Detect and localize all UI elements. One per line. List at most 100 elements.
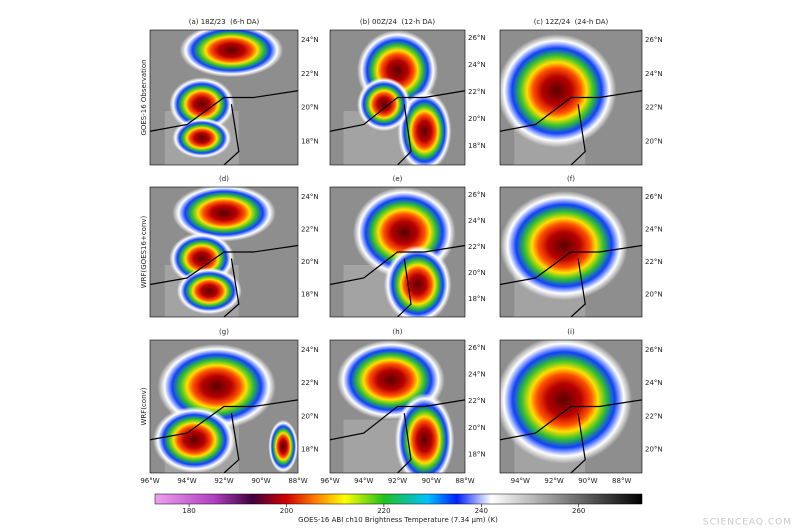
lat-label: 24°N: [468, 371, 486, 379]
cloud-area: [357, 77, 411, 132]
coastline: [330, 244, 465, 286]
coastline: [150, 90, 298, 132]
lat-label: 22°N: [301, 225, 319, 233]
lat-label: 22°N: [301, 70, 319, 78]
lat-label: 26°N: [645, 36, 663, 44]
colorbar-label: GOES-16 ABI ch10 Brightness Temperature …: [298, 516, 498, 524]
cloud-area: [172, 187, 276, 242]
lat-label: 22°N: [468, 243, 486, 251]
lon-label: 88°W: [612, 477, 631, 485]
map-frame: [329, 29, 466, 166]
lat-label: 22°N: [468, 397, 486, 405]
lat-label: 26°N: [645, 346, 663, 354]
lat-label: 24°N: [301, 193, 319, 201]
lon-label: 92°W: [214, 477, 233, 485]
lat-label: 24°N: [301, 346, 319, 354]
lat-label: 24°N: [301, 36, 319, 44]
map-panel: [150, 30, 298, 165]
panel-title: (f): [567, 175, 575, 183]
coastline: [570, 258, 586, 317]
map-frame: [499, 339, 643, 474]
panel-title: (i): [567, 328, 575, 336]
lon-label: 96°W: [140, 477, 159, 485]
lat-label: 20°N: [468, 269, 486, 277]
lat-label: 20°N: [645, 290, 663, 298]
lon-label: 94°W: [354, 477, 373, 485]
cloud-area: [179, 30, 284, 78]
coastline: [397, 104, 412, 165]
lat-label: 22°N: [645, 104, 663, 112]
map-panel: [330, 187, 465, 317]
coastline: [330, 90, 465, 132]
coastline: [397, 413, 412, 473]
lat-label: 18°N: [468, 295, 486, 303]
cloud-area: [152, 406, 236, 473]
lat-label: 24°N: [645, 70, 663, 78]
lat-label: 22°N: [645, 258, 663, 266]
panel-title: (g): [219, 328, 229, 336]
cloud-area: [169, 77, 235, 132]
cloud-area: [500, 340, 633, 464]
lat-label: 20°N: [301, 412, 319, 420]
map-panel: [150, 340, 298, 473]
lat-label: 20°N: [301, 258, 319, 266]
lat-label: 26°N: [468, 344, 486, 352]
lat-label: 24°N: [468, 217, 486, 225]
panel-title: (h): [393, 328, 403, 336]
lat-label: 18°N: [468, 450, 486, 458]
map-frame: [499, 186, 643, 318]
coastline: [330, 399, 465, 441]
lat-label: 20°N: [301, 104, 319, 112]
coastline: [570, 413, 586, 473]
lon-label: 88°W: [455, 477, 474, 485]
panel-title: (c) 12Z/24 (24-h DA): [534, 18, 609, 26]
cloud-area: [384, 245, 452, 317]
map-panel: [500, 340, 642, 473]
map-panel: [500, 30, 642, 165]
lat-label: 18°N: [301, 290, 319, 298]
lon-label: 88°W: [288, 477, 307, 485]
cloud-area: [172, 117, 232, 159]
lat-label: 22°N: [301, 379, 319, 387]
map-frame: [329, 339, 466, 474]
row-label: WRF(conv): [140, 387, 148, 425]
lon-label: 94°W: [511, 477, 530, 485]
colorbar: [154, 493, 643, 505]
cloud-area: [500, 190, 628, 301]
colorbar-tick-label: 180: [182, 507, 195, 515]
lat-label: 26°N: [468, 191, 486, 199]
lat-label: 20°N: [645, 446, 663, 454]
lat-label: 20°N: [468, 115, 486, 123]
row-label: WRF(GOES16+conv): [140, 215, 148, 288]
panel-title: (a) 18Z/23 (6-h DA): [189, 18, 260, 26]
coastline: [223, 104, 240, 165]
cloud-area: [176, 267, 242, 315]
map-frame: [149, 339, 299, 474]
coastline: [150, 244, 298, 286]
lon-label: 92°W: [388, 477, 407, 485]
lon-label: 94°W: [177, 477, 196, 485]
lat-label: 26°N: [645, 193, 663, 201]
map-panel: [330, 340, 465, 473]
cloud-area: [397, 90, 452, 165]
map-panel: [150, 187, 298, 317]
lon-label: 90°W: [422, 477, 441, 485]
map-frame: [149, 29, 299, 166]
lon-label: 90°W: [578, 477, 597, 485]
coastline: [223, 413, 240, 473]
lon-label: 90°W: [251, 477, 270, 485]
row-label: GOES-16 Observation: [140, 59, 148, 135]
lat-label: 24°N: [645, 379, 663, 387]
coastline: [397, 258, 412, 317]
cloud-area: [268, 419, 298, 473]
coastline: [500, 90, 642, 132]
lat-label: 22°N: [645, 412, 663, 420]
panel-title: (e): [393, 175, 403, 183]
lon-label: 92°W: [544, 477, 563, 485]
map-frame: [149, 186, 299, 318]
map-panel: [500, 187, 642, 317]
lat-label: 18°N: [468, 142, 486, 150]
lat-label: 18°N: [301, 137, 319, 145]
lon-label: 96°W: [320, 477, 339, 485]
